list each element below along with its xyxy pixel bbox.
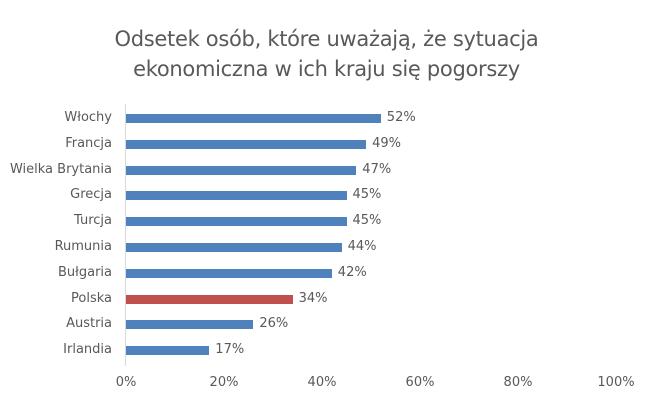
category-label: Irlandia [63,342,112,358]
category-label: Austria [66,316,112,332]
value-label: 26% [259,316,289,332]
bar [126,268,332,278]
table-row: Polska 34% [0,289,653,309]
table-row: Francja 49% [0,134,653,154]
bar [126,294,293,304]
bar [126,165,357,175]
chart-title-line1: Odsetek osób, które uważają, że sytuacja [114,27,539,51]
value-label: 34% [298,290,328,306]
category-label: Rumunia [54,239,112,254]
bar [126,114,381,123]
bar [126,320,254,330]
table-row: Rumunia 44% [0,237,653,257]
value-label: 52% [386,110,416,125]
value-label: 44% [347,239,377,254]
x-tick-label: 20% [209,375,239,390]
value-label: 17% [215,342,245,358]
category-label: Grecja [70,187,112,203]
table-row: Wielka Brytania 47% [0,160,653,180]
bar [126,191,347,201]
x-tick-label: 0% [115,375,137,390]
bar [126,243,342,252]
table-row: Włochy 52% [0,108,653,128]
chart-title-line2: ekonomiczna w ich kraju się pogorszy [133,57,520,81]
bar [126,217,347,227]
table-row: Grecja 45% [0,185,653,205]
value-label: 45% [352,213,382,229]
value-label: 49% [372,135,401,151]
value-label: 42% [337,264,367,280]
table-row: Austria 26% [0,314,653,334]
category-label: Wielka Brytania [9,161,112,177]
value-label: 47% [362,161,392,177]
chart-title: Odsetek osób, które uważają, że sytuacja… [0,24,653,84]
table-row: Irlandia 17% [0,340,653,360]
x-tick-label: 100% [597,375,635,390]
bar [126,346,210,356]
x-tick-label: 80% [503,375,533,390]
category-label: Bułgaria [58,264,112,280]
table-row: Turcja 45% [0,211,653,231]
category-label: Polska [71,290,112,306]
category-label: Turcja [74,213,112,229]
value-label: 45% [352,187,382,203]
x-tick-label: 60% [405,375,435,390]
x-tick-label: 40% [307,375,337,390]
bar [126,139,367,149]
table-row: Bułgaria 42% [0,263,653,283]
category-label: Włochy [64,110,112,125]
y-axis-line [125,104,126,366]
category-label: Francja [65,135,112,151]
